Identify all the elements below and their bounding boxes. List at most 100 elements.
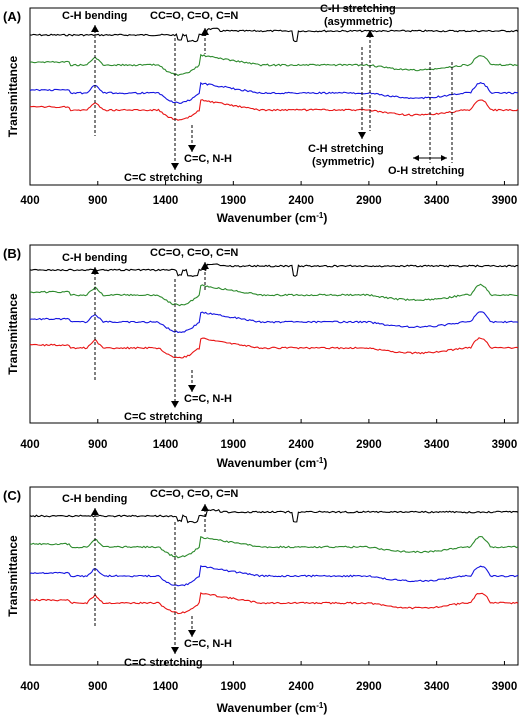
arrow-head xyxy=(91,267,99,274)
y-axis-label: Transmittance xyxy=(6,535,20,617)
annotation-4: C=C stretching xyxy=(124,38,203,184)
annotation-3: C=C, N-H xyxy=(184,370,232,405)
annotation-label: C=C stretching xyxy=(124,172,203,184)
x-tick-label: 900 xyxy=(88,681,107,693)
annotation-7: O-H stretching xyxy=(388,62,464,177)
arrow-head xyxy=(441,155,447,161)
arrow-head xyxy=(188,630,196,637)
x-axis-label: Wavenumber (cm-1) xyxy=(217,701,328,715)
annotation-label: C-H bending xyxy=(62,252,127,264)
annotation-4: C=C stretching xyxy=(124,279,203,423)
x-tick-label: 3400 xyxy=(424,439,450,451)
arrow-head xyxy=(188,145,196,152)
spectrum-line-3 xyxy=(29,81,518,104)
annotation-label: C-H stretching xyxy=(320,3,396,15)
arrow-head xyxy=(201,504,209,511)
annotation-label-line2: (symmetric) xyxy=(312,156,375,168)
x-tick-label: 900 xyxy=(88,195,107,207)
annotation-2: CC=O, C=O, C=N xyxy=(150,488,238,532)
chart-panel-3: (C) Transmittance 400 900 1400 1900 2400 2900 34… xyxy=(3,486,519,715)
annotation-4: C=C stretching xyxy=(124,522,203,669)
x-tick-label: 1400 xyxy=(153,681,179,693)
annotation-label: C-H bending xyxy=(62,10,127,22)
annotation-1: C-H bending xyxy=(62,493,127,628)
spectrum-line-3 xyxy=(29,565,519,587)
x-tick-label: 1900 xyxy=(221,195,247,207)
chart-panel-1: (A) Transmittance 400 900 1400 1900 2400 2900 34… xyxy=(3,3,519,225)
annotation-label: C=C, N-H xyxy=(184,393,232,405)
annotation-label: C-H bending xyxy=(62,493,127,505)
y-axis-label: Transmittance xyxy=(6,293,20,375)
y-axis-label: Transmittance xyxy=(6,55,20,137)
x-tick-label: 1900 xyxy=(221,439,247,451)
plot-frame xyxy=(29,486,519,666)
annotation-label: O-H stretching xyxy=(388,165,464,177)
arrow-head xyxy=(171,163,179,170)
annotation-5: C-H stretching(asymmetric) xyxy=(320,3,396,131)
annotation-label-line2: (asymmetric) xyxy=(324,16,393,28)
annotation-2: CC=O, C=O, C=N xyxy=(150,247,238,292)
spectrum-line-1 xyxy=(29,27,519,43)
x-axis-label-close: ) xyxy=(323,456,327,470)
arrow-head xyxy=(358,132,366,139)
arrow-head xyxy=(91,25,99,32)
x-tick-label: 1400 xyxy=(153,439,179,451)
spectrum-line-3 xyxy=(29,311,519,334)
x-tick-label: 2400 xyxy=(288,681,314,693)
x-tick-label: 400 xyxy=(20,681,39,693)
x-tick-label: 2900 xyxy=(356,439,382,451)
x-tick-label: 2400 xyxy=(288,195,314,207)
annotation-label: C-H stretching xyxy=(308,143,384,155)
spectrum-line-1 xyxy=(29,508,519,524)
annotation-label: CC=O, C=O, C=N xyxy=(150,247,238,259)
annotation-6: C-H stretching(symmetric) xyxy=(308,47,384,168)
arrow-head xyxy=(188,385,196,392)
annotation-label: C=C, N-H xyxy=(184,638,232,650)
arrow-head xyxy=(201,262,209,269)
x-tick-label: 3400 xyxy=(424,195,450,207)
x-tick-label: 3900 xyxy=(492,439,518,451)
x-axis-label-sup: -1 xyxy=(316,211,324,220)
annotation-label: C=C stretching xyxy=(124,411,203,423)
x-axis-label-sup: -1 xyxy=(316,456,324,465)
x-axis-label-close: ) xyxy=(323,701,327,715)
x-tick-label: 400 xyxy=(20,195,39,207)
arrow-head xyxy=(366,30,374,37)
arrow-head xyxy=(171,401,179,408)
spectrum-line-4 xyxy=(29,337,519,359)
annotation-3: C=C, N-H xyxy=(184,125,232,165)
arrow-head xyxy=(91,508,99,515)
x-axis-label-main: Wavenumber (cm xyxy=(217,456,317,470)
annotation-label: C=C stretching xyxy=(124,657,203,669)
plot-frame xyxy=(29,7,519,186)
x-tick-label: 3900 xyxy=(492,195,518,207)
x-tick-label: 3400 xyxy=(424,681,450,693)
annotation-1: C-H bending xyxy=(62,10,127,136)
arrow-head xyxy=(171,647,179,654)
panel-label: (C) xyxy=(3,488,21,503)
spectrum-line-4 xyxy=(29,592,519,615)
arrow-head xyxy=(413,155,419,161)
annotation-2: CC=O, C=O, C=N xyxy=(150,10,238,54)
spectrum-line-2 xyxy=(29,283,519,307)
x-tick-label: 2400 xyxy=(288,439,314,451)
spectrum-line-2 xyxy=(29,535,519,559)
annotation-label: C=C, N-H xyxy=(184,153,232,165)
plot-frame xyxy=(29,244,519,424)
x-axis-label-main: Wavenumber (cm xyxy=(217,211,317,225)
x-tick-label: 400 xyxy=(20,439,39,451)
spectrum-line-2 xyxy=(29,53,519,77)
x-tick-label: 3900 xyxy=(492,681,518,693)
spectrum-line-4 xyxy=(29,99,519,121)
x-axis-label-main: Wavenumber (cm xyxy=(217,701,317,715)
x-axis-label: Wavenumber (cm-1) xyxy=(217,456,328,470)
x-axis-label-sup: -1 xyxy=(316,701,324,710)
arrow-head xyxy=(201,28,209,35)
x-tick-label: 1900 xyxy=(221,681,247,693)
chart-panel-2: (B) Transmittance 400 900 1400 1900 2400 2900 34… xyxy=(3,244,519,470)
x-tick-label: 2900 xyxy=(356,195,382,207)
panel-label: (B) xyxy=(3,246,21,261)
annotation-3: C=C, N-H xyxy=(184,616,232,650)
annotation-label: CC=O, C=O, C=N xyxy=(150,488,238,500)
